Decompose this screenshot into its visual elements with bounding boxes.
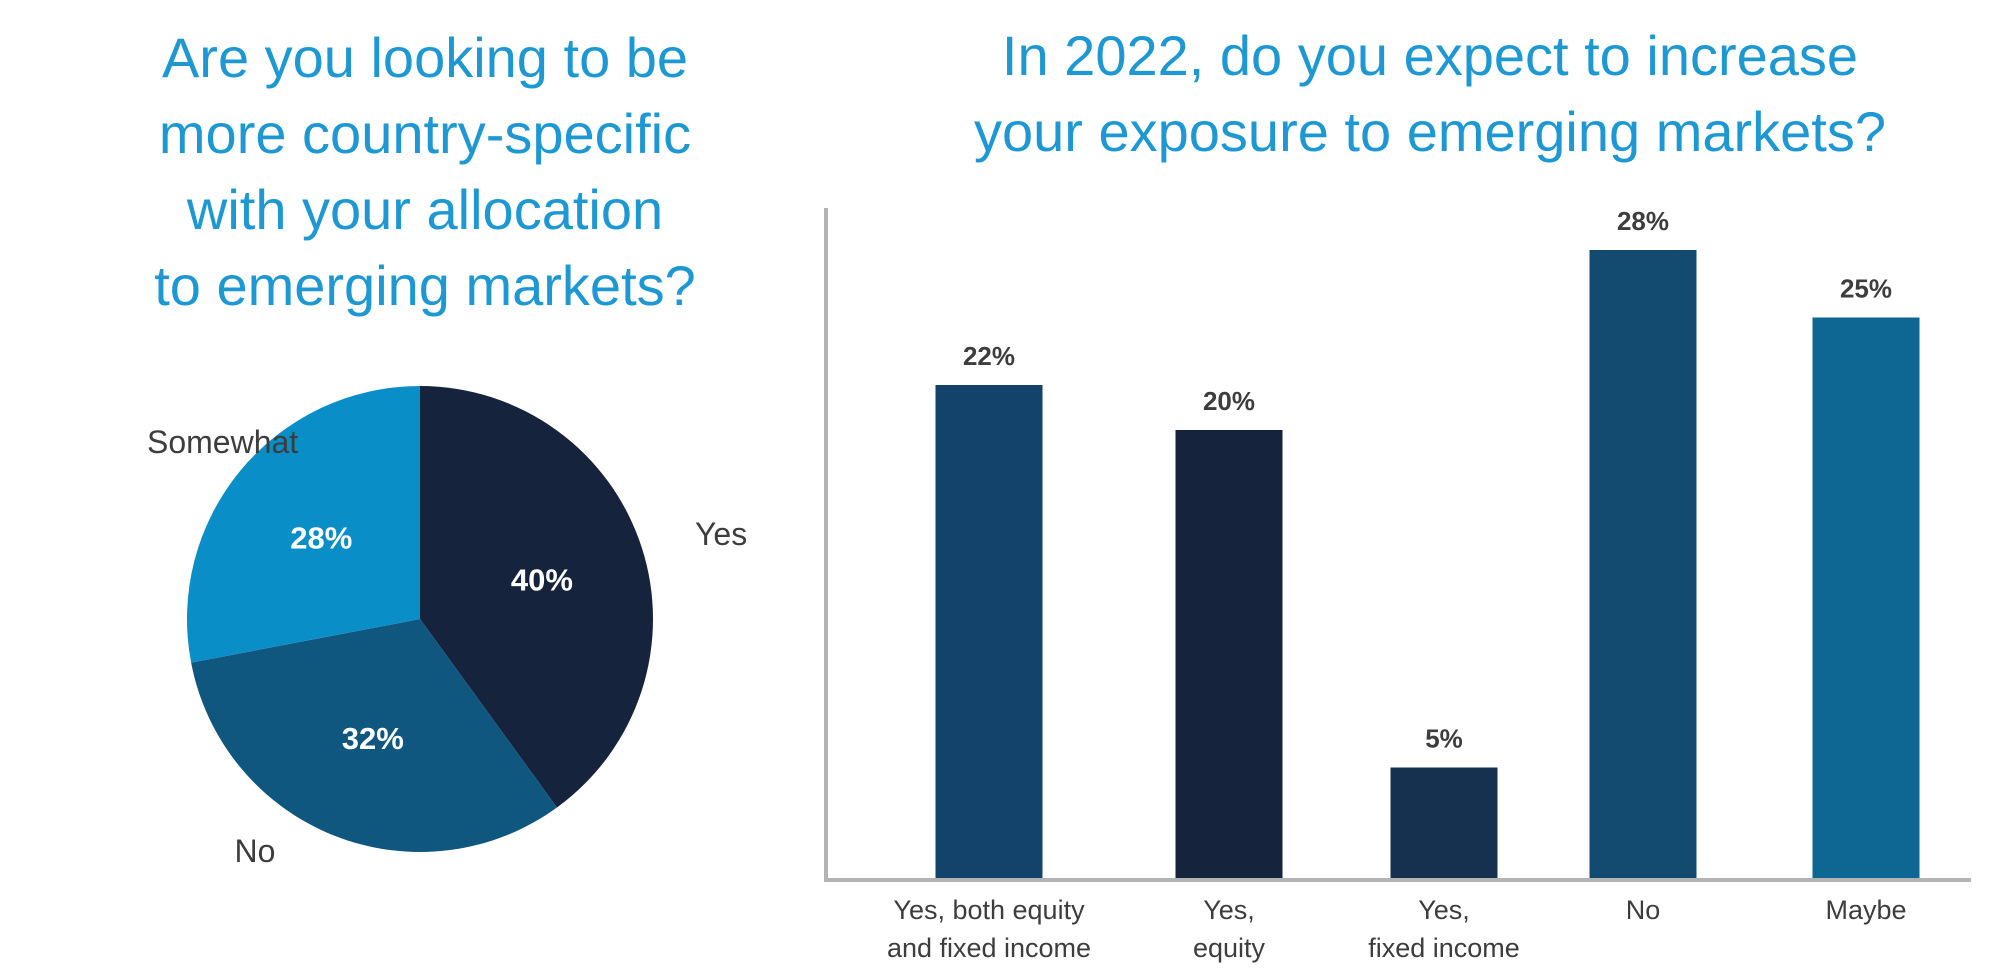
pie-title-line: to emerging markets? (154, 254, 696, 317)
pie-slice-no (191, 619, 557, 853)
pie-value-label: 40% (511, 562, 573, 597)
x-tick-label: Yes, (1418, 895, 1470, 925)
x-tick-label: Yes, (1203, 895, 1255, 925)
bar-title-line: your exposure to emerging markets? (974, 100, 1886, 163)
pie-slice-somewhat (187, 386, 420, 663)
pie-category-label: No (235, 833, 276, 869)
x-tick-label: No (1626, 895, 1661, 925)
bar (935, 385, 1043, 880)
pie-title-line: with your allocation (186, 178, 664, 241)
bar-value-label: 20% (1203, 386, 1255, 416)
bar (1175, 430, 1283, 880)
pie-title-line: Are you looking to be (161, 26, 689, 89)
pie-category-label: Somewhat (147, 424, 298, 460)
bar-chart-title: In 2022, do you expect to increase your … (880, 18, 1980, 170)
x-tick-label: and fixed income (887, 933, 1091, 963)
bar (1589, 250, 1697, 880)
x-tick-label: Yes, both equity (893, 895, 1085, 925)
x-tick-label: Maybe (1825, 895, 1906, 925)
pie-title-line: more country-specific (158, 102, 692, 165)
pie-slice-yes (420, 386, 653, 808)
pie-chart-title: Are you looking to be more country-speci… (60, 20, 790, 324)
pie-category-label: Yes (695, 516, 747, 552)
bar-value-label: 22% (963, 341, 1015, 371)
bar-value-label: 28% (1617, 206, 1669, 236)
x-tick-label: fixed income (1368, 933, 1520, 963)
bar-value-label: 5% (1425, 724, 1463, 754)
bar (1812, 317, 1920, 880)
pie-value-label: 28% (290, 520, 352, 555)
x-tick-label: equity (1193, 933, 1266, 963)
pie-value-label: 32% (342, 721, 404, 756)
bar-value-label: 25% (1840, 274, 1892, 304)
bar-title-line: In 2022, do you expect to increase (1001, 24, 1859, 87)
bar (1390, 767, 1498, 880)
